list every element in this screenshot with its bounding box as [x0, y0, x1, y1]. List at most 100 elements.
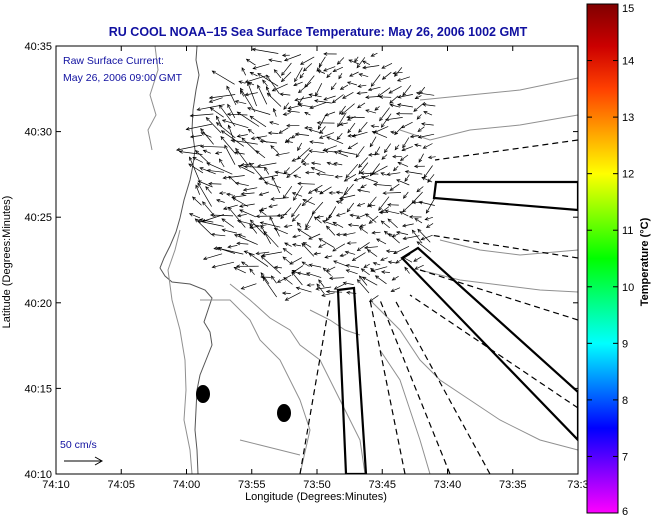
current-vector-head	[335, 213, 341, 217]
colorbar-ticks: 15 14 13 12 11 10 9 8 7 6	[587, 3, 634, 518]
current-vector-head	[216, 199, 221, 203]
current-vector-head	[346, 208, 351, 213]
current-vector	[283, 102, 290, 110]
current-vector-head	[349, 213, 354, 218]
current-vector	[246, 58, 256, 66]
current-vector-head	[251, 47, 256, 52]
colorbar-tick-label: 9	[622, 338, 628, 350]
current-vector	[226, 193, 234, 196]
current-vector	[372, 131, 388, 138]
current-vector-head	[340, 198, 344, 203]
current-vector	[367, 249, 378, 257]
current-vector-head	[208, 99, 213, 103]
current-vector-head	[337, 123, 341, 128]
current-vector-head	[216, 115, 220, 120]
current-vector-head	[249, 225, 254, 230]
current-vector-head	[282, 256, 287, 261]
current-vector	[206, 162, 233, 175]
current-vector-head	[265, 85, 270, 91]
current-vector	[250, 219, 266, 236]
current-vector	[386, 250, 398, 253]
current-vector	[338, 150, 356, 155]
current-vector	[297, 228, 311, 237]
current-vector	[352, 252, 366, 261]
current-vector-head	[297, 155, 302, 160]
current-vector	[259, 191, 270, 196]
current-vector	[327, 162, 336, 166]
current-vector-head	[374, 106, 379, 111]
current-vector	[216, 199, 225, 203]
current-vector-head	[420, 236, 425, 241]
current-vector	[234, 267, 246, 274]
current-vector-head	[283, 276, 288, 281]
current-vector	[389, 183, 400, 191]
current-vector-head	[269, 216, 273, 221]
y-tick-label: 40:20	[24, 298, 52, 310]
current-vector-head	[260, 272, 265, 277]
current-vector-head	[392, 71, 397, 75]
current-vector-head	[301, 242, 306, 247]
current-vector-head	[199, 167, 204, 171]
current-vector	[190, 135, 202, 138]
current-vector-head	[249, 223, 254, 228]
current-vector-head	[357, 188, 362, 193]
current-vector	[304, 226, 311, 230]
current-vector-head	[346, 81, 352, 85]
current-vector-head	[295, 286, 300, 291]
current-vector	[266, 75, 280, 94]
current-vector-head	[333, 286, 338, 290]
current-vector	[190, 113, 214, 117]
current-vector-head	[249, 268, 254, 273]
current-vector-head	[411, 229, 416, 234]
current-vector-head	[236, 134, 241, 138]
current-vector	[243, 187, 258, 191]
current-vector-head	[202, 149, 207, 154]
current-vector-head	[296, 221, 301, 227]
current-vector-head	[273, 265, 279, 270]
current-vector-head	[281, 71, 285, 76]
current-vector	[297, 183, 315, 185]
current-vector	[339, 194, 356, 199]
current-vector	[333, 162, 343, 166]
current-vector	[255, 150, 266, 159]
current-vector	[192, 157, 204, 163]
current-vector	[365, 213, 377, 223]
current-vector-head	[259, 221, 264, 225]
current-vector	[244, 166, 267, 169]
current-vector	[269, 121, 279, 125]
current-vector	[410, 135, 420, 138]
current-vector	[362, 65, 380, 69]
current-vector-head	[310, 166, 315, 171]
current-vector-head	[356, 279, 361, 284]
current-vector	[328, 206, 337, 219]
current-vector	[421, 123, 434, 126]
current-vector	[356, 57, 366, 68]
current-vector-head	[336, 136, 341, 141]
current-vector	[358, 84, 367, 87]
current-vector	[216, 116, 223, 127]
current-vector	[358, 157, 368, 168]
current-vector-head	[416, 241, 421, 246]
current-vector-head	[394, 131, 399, 136]
current-vector-head	[293, 82, 298, 87]
current-vector	[302, 199, 316, 205]
x-axis-ticks: 74:10 74:05 74:00 73:55 73:50 73:45 73:40 73:35…	[42, 46, 589, 491]
current-vector	[270, 145, 279, 153]
current-vector-head	[268, 58, 273, 63]
current-vector	[413, 256, 422, 262]
current-vector	[239, 209, 257, 218]
current-vector-head	[196, 107, 201, 112]
current-vector-head	[243, 250, 248, 255]
current-vector-head	[308, 236, 313, 240]
current-vector-head	[287, 106, 292, 110]
current-vector-head	[360, 268, 365, 273]
current-vector	[209, 97, 223, 103]
current-vector	[248, 129, 255, 135]
current-vector-head	[349, 73, 354, 77]
current-vector-head	[339, 122, 344, 126]
current-vector	[393, 245, 410, 255]
current-vector	[210, 214, 234, 217]
current-vector-head	[238, 204, 244, 208]
current-vector	[425, 197, 436, 214]
current-vector-head	[306, 283, 311, 287]
